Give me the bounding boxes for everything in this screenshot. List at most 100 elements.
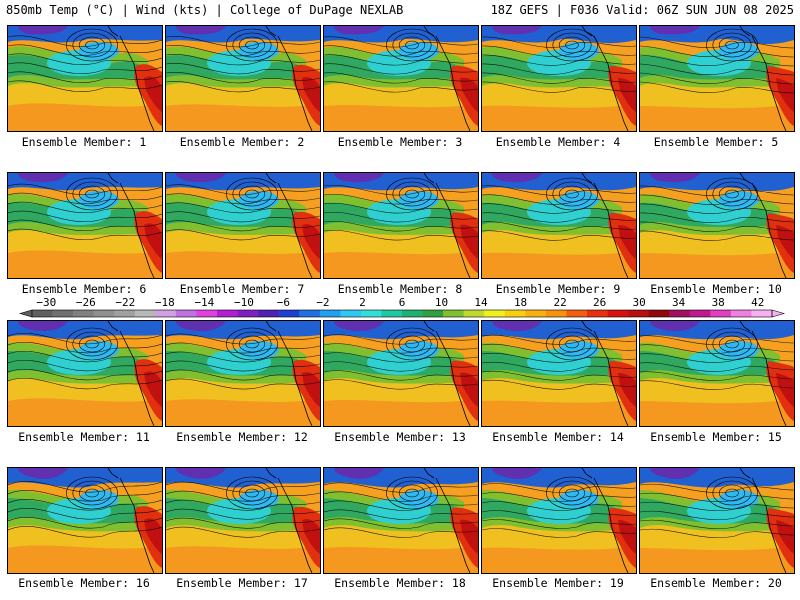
ensemble-member-label: Ensemble Member: 20	[650, 576, 782, 590]
colorbar-tick-label: −26	[76, 296, 96, 309]
colorbar-segment	[319, 310, 341, 317]
colorbar-segment	[134, 310, 156, 317]
temperature-colorbar: −30 −26 −22 −18 −14 −10 −6 −2 2 6 10 14 18 22 26 30 34 38…	[18, 296, 786, 318]
colorbar-segment	[628, 310, 649, 317]
temperature-wind-map	[8, 173, 162, 278]
colorbar-segment	[217, 310, 238, 317]
ensemble-member-map	[481, 25, 637, 132]
colorbar-segment	[155, 310, 177, 317]
colorbar-segment	[648, 310, 670, 317]
temperature-wind-map	[324, 26, 478, 131]
colorbar-tick-label: 6	[399, 296, 406, 309]
ensemble-member-map	[7, 467, 163, 574]
temperature-wind-map	[166, 321, 320, 426]
colorbar-segment	[402, 310, 423, 317]
temperature-wind-map	[8, 468, 162, 573]
temperature-wind-map	[166, 468, 320, 573]
colorbar-segment	[730, 310, 752, 317]
colorbar-segment	[504, 310, 526, 317]
colorbar-segment	[710, 310, 732, 317]
colorbar-segment	[566, 310, 588, 317]
colorbar-tick-label: 38	[712, 296, 725, 309]
colorbar-segment	[73, 310, 94, 317]
temperature-wind-map	[166, 26, 320, 131]
ensemble-member-label: Ensemble Member: 10	[650, 282, 782, 296]
temperature-wind-map	[482, 468, 636, 573]
ensemble-member-label: Ensemble Member: 4	[495, 135, 621, 149]
ensemble-member-map	[165, 25, 321, 132]
ensemble-member-map	[7, 320, 163, 427]
ensemble-member-label: Ensemble Member: 11	[18, 430, 150, 444]
ensemble-member-label: Ensemble Member: 9	[495, 282, 621, 296]
temperature-wind-map	[8, 321, 162, 426]
temperature-wind-map	[482, 173, 636, 278]
temperature-wind-map	[640, 26, 794, 131]
colorbar-tick-label: −18	[155, 296, 175, 309]
colorbar-tick-label: 22	[553, 296, 566, 309]
colorbar-segment	[299, 310, 321, 317]
temperature-wind-map	[482, 26, 636, 131]
colorbar-tick-label: −6	[277, 296, 290, 309]
ensemble-member-label: Ensemble Member: 19	[492, 576, 624, 590]
ensemble-member-map	[481, 320, 637, 427]
ensemble-member-label: Ensemble Member: 17	[176, 576, 308, 590]
colorbar-segment	[278, 310, 300, 317]
ensemble-member-map	[323, 467, 479, 574]
ensemble-member-map	[639, 172, 795, 279]
colorbar-segment	[381, 310, 403, 317]
ensemble-member-map	[165, 320, 321, 427]
ensemble-member-label: Ensemble Member: 1	[21, 135, 147, 149]
ensemble-member-label: Ensemble Member: 15	[650, 430, 782, 444]
colorbar-tick-label: 14	[474, 296, 488, 309]
ensemble-member-label: Ensemble Member: 7	[179, 282, 305, 296]
colorbar-max-arrow	[771, 309, 786, 318]
temperature-wind-map	[8, 26, 162, 131]
colorbar-segment	[422, 310, 444, 317]
temperature-wind-map	[640, 468, 794, 573]
ensemble-member-map	[639, 320, 795, 427]
ensemble-member-map	[7, 172, 163, 279]
colorbar-tick-label: 10	[435, 296, 448, 309]
ensemble-member-label: Ensemble Member: 3	[337, 135, 463, 149]
ensemble-member-label: Ensemble Member: 5	[653, 135, 779, 149]
colorbar-segment	[607, 310, 629, 317]
colorbar-segment	[669, 310, 691, 317]
ensemble-member-map	[639, 25, 795, 132]
colorbar-tick-label: 34	[672, 296, 686, 309]
colorbar-tick-label: 42	[751, 296, 764, 309]
ensemble-member-map	[165, 467, 321, 574]
colorbar-min-arrow	[18, 309, 33, 318]
colorbar-tick-label: −10	[234, 296, 254, 309]
ensemble-member-map	[323, 172, 479, 279]
ensemble-member-label: Ensemble Member: 14	[492, 430, 624, 444]
ensemble-member-label: Ensemble Member: 12	[176, 430, 308, 444]
ensemble-member-map	[481, 467, 637, 574]
colorbar-segment	[443, 310, 464, 317]
colorbar-segment	[360, 310, 382, 317]
temperature-wind-map	[324, 468, 478, 573]
colorbar-segment	[93, 310, 115, 317]
colorbar-segment	[689, 310, 711, 317]
colorbar-segment	[340, 310, 362, 317]
model-run-info: 18Z GEFS | F036 Valid: 06Z SUN JUN 08 20…	[490, 3, 794, 17]
colorbar-tick-label: −2	[316, 296, 329, 309]
colorbar-tick-label: 2	[359, 296, 366, 309]
colorbar-tick-label: −14	[194, 296, 214, 309]
ensemble-member-label: Ensemble Member: 18	[334, 576, 466, 590]
colorbar-segment	[52, 310, 74, 317]
colorbar-segment	[196, 310, 218, 317]
ensemble-member-map	[481, 172, 637, 279]
colorbar-segment	[114, 310, 136, 317]
colorbar-segment	[545, 310, 567, 317]
colorbar-tick-label: −30	[36, 296, 56, 309]
colorbar-segment	[258, 310, 279, 317]
map-title: 850mb Temp (°C) | Wind (kts) | College o…	[6, 3, 404, 17]
colorbar-tick-label: 26	[593, 296, 606, 309]
ensemble-member-map	[323, 320, 479, 427]
colorbar-segment	[587, 310, 608, 317]
colorbar-segment	[175, 310, 197, 317]
temperature-wind-map	[640, 321, 794, 426]
ensemble-member-label: Ensemble Member: 8	[337, 282, 463, 296]
ensemble-member-label: Ensemble Member: 16	[18, 576, 150, 590]
ensemble-member-map	[639, 467, 795, 574]
